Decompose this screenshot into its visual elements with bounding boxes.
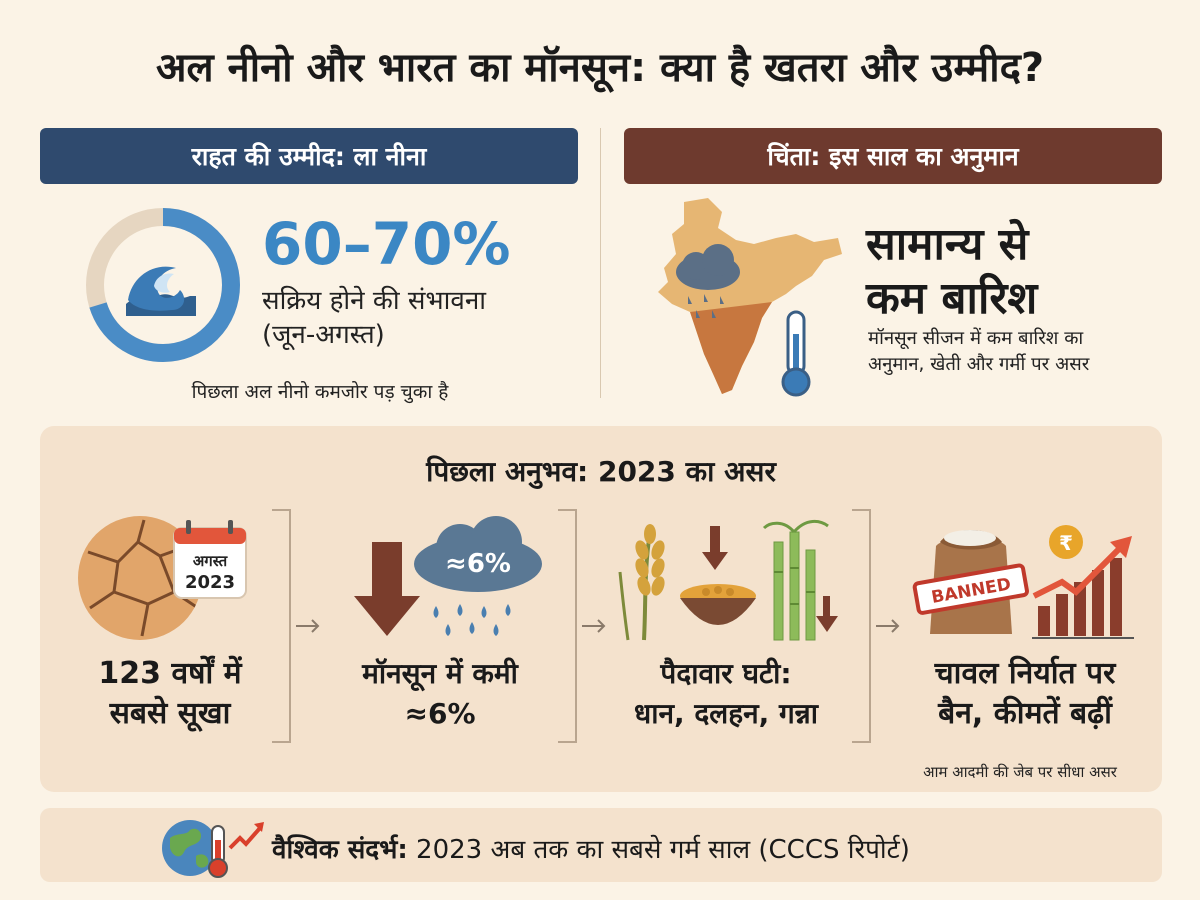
step4-line1: चावल निर्यात पर <box>934 656 1116 691</box>
step2-line2: ≈6% <box>404 697 476 730</box>
step-driest-text: 123 वर्षों में सबसे सूखा <box>60 654 280 734</box>
la-nina-banner: राहत की उम्मीद: ला नीना <box>40 128 578 184</box>
step-yield-drop-text: पैदावार घटी: धान, दलहन, गन्ना <box>596 654 856 734</box>
step-monsoon-deficit-text: मॉनसून में कमी ≈6% <box>320 654 560 734</box>
step-rice-export-ban-text: चावल निर्यात पर बैन, कीमतें बढ़ीं <box>900 654 1150 734</box>
vertical-divider <box>600 128 601 398</box>
step4-line2: बैन, कीमतें बढ़ीं <box>938 696 1112 731</box>
la-nina-label: सक्रिय होने की संभावना (जून-अगस्त) <box>262 284 562 352</box>
rupee-coin: ₹ <box>1059 531 1073 555</box>
la-nina-label-line2: (जून-अगस्त) <box>262 320 385 350</box>
step1-line1: 123 वर्षों में <box>98 656 242 691</box>
step-separator-2 <box>558 509 606 743</box>
la-nina-label-line1: सक्रिय होने की संभावना <box>262 286 487 316</box>
globe-thermometer-icon <box>162 820 264 878</box>
impact-footnote: आम आदमी की जेब पर सीधा असर <box>923 763 1117 781</box>
cracked-earth-calendar-icon: अगस्त 2023 <box>78 516 247 640</box>
rain-description: मॉनसून सीजन में कम बारिश का अनुमान, खेती… <box>868 326 1168 378</box>
step3-line1: पैदावार घटी: <box>660 657 792 690</box>
past-experience-title: पिछला अनुभव: 2023 का असर <box>426 455 776 488</box>
wave-probability-ring-icon <box>86 208 240 362</box>
cloud-percent-label: ≈6% <box>445 549 511 579</box>
rain-cloud-down-arrow-icon: ≈6% <box>354 516 542 636</box>
la-nina-percentage: 60–70% <box>262 210 511 278</box>
step-separator-1 <box>272 509 320 743</box>
step3-line2: धान, दलहन, गन्ना <box>633 697 819 730</box>
rice-sack-banned-rising-chart-icon: BANNED ₹ <box>912 525 1134 639</box>
below-normal-line1: सामान्य से <box>866 219 1029 270</box>
concern-banner: चिंता: इस साल का अनुमान <box>624 128 1162 184</box>
below-normal-line2: कम बारिश <box>866 273 1038 324</box>
calendar-month: अगस्त <box>193 552 229 570</box>
step1-line2: सबसे सूखा <box>109 696 231 731</box>
step2-line1: मॉनसून में कमी <box>362 657 518 690</box>
crops-lentils-sugarcane-icon <box>618 520 838 641</box>
calendar-year: 2023 <box>185 572 235 593</box>
step-separator-3 <box>852 509 900 743</box>
global-context-label: वैश्विक संदर्भ: <box>272 835 408 865</box>
below-normal-rain-heading: सामान्य से कम बारिश <box>866 218 1166 326</box>
global-context-body: 2023 अब तक का सबसे गर्म साल (CCCS रिपोर्… <box>416 835 910 865</box>
rain-desc-line2: अनुमान, खेती और गर्मी पर असर <box>868 354 1090 375</box>
rain-desc-line1: मॉनसून सीजन में कम बारिश का <box>868 328 1084 349</box>
el-nino-weakened-note: पिछला अल नीनो कमजोर पड़ चुका है <box>191 381 449 403</box>
global-context-text: वैश्विक संदर्भ: 2023 अब तक का सबसे गर्म … <box>272 830 910 866</box>
india-map-rain-thermometer-icon <box>658 198 842 397</box>
page-title: अल नीनो और भारत का मॉनसून: क्या है खतरा … <box>155 45 1045 91</box>
